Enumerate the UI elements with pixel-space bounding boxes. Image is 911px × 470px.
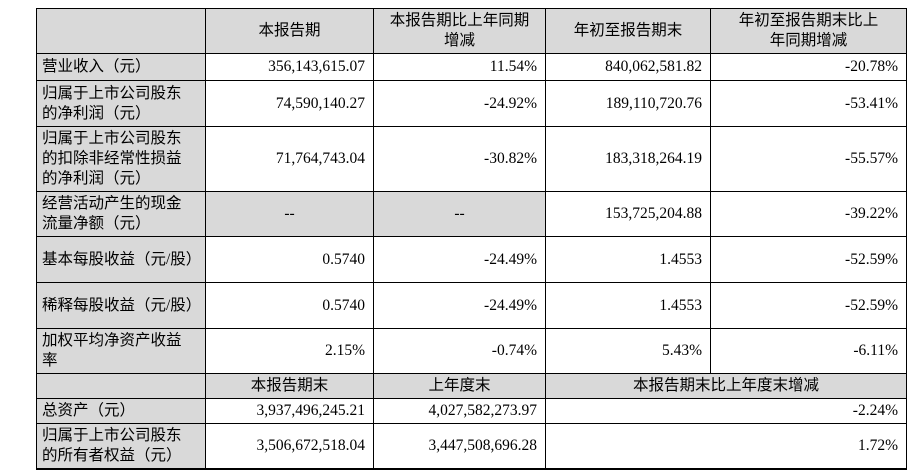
row-operating-cash-flow: 经营活动产生的现金流量净额（元） -- -- 153,725,204.88 -3… [36,191,907,237]
row-basic-eps: 基本每股收益（元/股） 0.5740 -24.49% 1.4553 -52.59… [36,236,907,283]
value-cell: -24.49% [373,236,546,283]
row-label: 稀释每股收益（元/股） [36,282,206,329]
value-cell: -2.24% [545,398,907,424]
section1-header-row: 本报告期 本报告期比上年同期 增减 年初至报告期末 年初至报告期末比上 年同期增… [36,8,907,54]
value-cell: -24.92% [373,80,546,127]
value-cell: 11.54% [373,53,546,81]
value-cell: -30.82% [373,126,546,192]
value-cell: -24.49% [373,282,546,329]
value-cell: -0.74% [373,328,546,374]
value-cell: 3,506,672,518.04 [205,423,374,470]
row-label: 归属于上市公司股东的扣除非经常性损益的净利润（元） [36,126,206,192]
column-header-current-vs-prior-year: 本报告期比上年同期 增减 [373,8,546,54]
value-cell: 189,110,720.76 [545,80,711,127]
row-net-profit-excl-nonrecurring: 归属于上市公司股东的扣除非经常性损益的净利润（元） 71,764,743.04 … [36,126,907,192]
row-label: 加权平均净资产收益率 [36,328,206,374]
row-owners-equity: 归属于上市公司股东的所有者权益（元） 3,506,672,518.04 3,44… [36,423,907,470]
value-cell: 71,764,743.04 [205,126,374,192]
value-cell: 0.5740 [205,282,374,329]
column-header-current-period: 本报告期 [205,8,374,54]
value-cell: 356,143,615.07 [205,53,374,81]
row-label: 归属于上市公司股东的所有者权益（元） [36,423,206,470]
value-cell: 1.72% [545,423,907,470]
value-cell: -- [205,191,374,237]
value-cell: 5.43% [545,328,711,374]
row-label: 经营活动产生的现金流量净额（元） [36,191,206,237]
row-operating-revenue: 营业收入（元） 356,143,615.07 11.54% 840,062,58… [36,53,907,81]
value-cell: 840,062,581.82 [545,53,711,81]
value-cell: 183,318,264.19 [545,126,711,192]
value-cell: 74,590,140.27 [205,80,374,127]
row-net-profit: 归属于上市公司股东的净利润（元） 74,590,140.27 -24.92% 1… [36,80,907,127]
column-header-end-of-prior-year: 上年度末 [373,373,546,399]
value-cell: -6.11% [710,328,907,374]
value-cell: 3,937,496,245.21 [205,398,374,424]
value-cell: 153,725,204.88 [545,191,711,237]
value-cell: 1.4553 [545,236,711,283]
value-cell: -53.41% [710,80,907,127]
value-cell: -20.78% [710,53,907,81]
corner-cell [36,8,206,54]
value-cell: -55.57% [710,126,907,192]
value-cell: 1.4553 [545,282,711,329]
value-cell: -- [373,191,546,237]
row-weighted-average-roe: 加权平均净资产收益率 2.15% -0.74% 5.43% -6.11% [36,328,907,374]
row-label: 营业收入（元） [36,53,206,81]
column-header-period-end-vs-prior-year-end: 本报告期末比上年度末增减 [545,373,907,399]
financial-summary-table: 本报告期 本报告期比上年同期 增减 年初至报告期末 年初至报告期末比上 年同期增… [36,8,907,470]
value-cell: 4,027,582,273.97 [373,398,546,424]
value-cell: 2.15% [205,328,374,374]
value-cell: -52.59% [710,282,907,329]
corner-cell [36,373,206,399]
column-header-end-of-period: 本报告期末 [205,373,374,399]
column-header-ytd-vs-prior-year: 年初至报告期末比上 年同期增减 [710,8,907,54]
row-label: 归属于上市公司股东的净利润（元） [36,80,206,127]
value-cell: -52.59% [710,236,907,283]
row-label: 总资产（元） [36,398,206,424]
column-header-year-to-date: 年初至报告期末 [545,8,711,54]
value-cell: -39.22% [710,191,907,237]
row-label: 基本每股收益（元/股） [36,236,206,283]
value-cell: 0.5740 [205,236,374,283]
section2-header-row: 本报告期末 上年度末 本报告期末比上年度末增减 [36,373,907,399]
row-diluted-eps: 稀释每股收益（元/股） 0.5740 -24.49% 1.4553 -52.59… [36,282,907,329]
value-cell: 3,447,508,696.28 [373,423,546,470]
row-total-assets: 总资产（元） 3,937,496,245.21 4,027,582,273.97… [36,398,907,424]
